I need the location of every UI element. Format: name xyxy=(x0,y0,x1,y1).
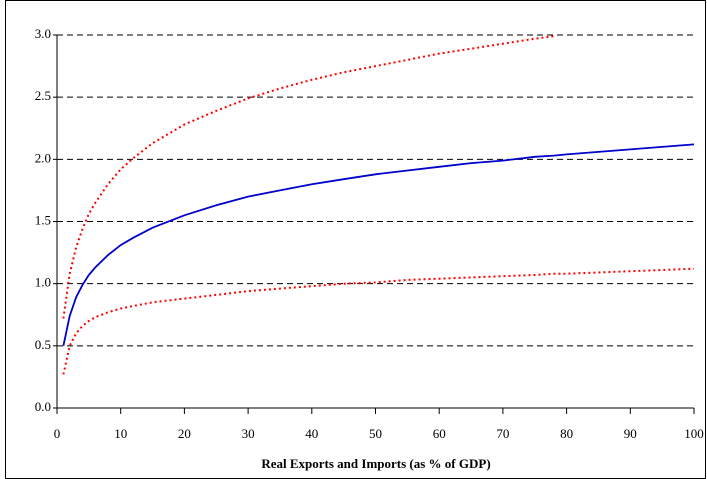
x-tick-label: 0 xyxy=(54,426,61,441)
x-tick-label: 90 xyxy=(624,426,637,441)
y-tick-label: 2.0 xyxy=(35,150,51,165)
x-tick-label: 30 xyxy=(242,426,255,441)
x-tick-label: 50 xyxy=(369,426,382,441)
x-tick-label: 100 xyxy=(684,426,704,441)
x-tick-label: 40 xyxy=(305,426,318,441)
y-tick-label: 0.0 xyxy=(35,399,51,414)
x-tick-label: 10 xyxy=(114,426,127,441)
x-tick-label: 60 xyxy=(433,426,446,441)
series-line xyxy=(62,35,555,319)
y-tick-label: 2.5 xyxy=(35,88,51,103)
x-axis-title: Real Exports and Imports (as % of GDP) xyxy=(261,456,490,471)
y-tick-label: 0.5 xyxy=(35,337,51,352)
x-tick-label: 80 xyxy=(560,426,573,441)
x-tick-label: 70 xyxy=(496,426,509,441)
series-line xyxy=(62,267,695,375)
chart-frame xyxy=(5,0,706,479)
y-tick-label: 1.5 xyxy=(35,212,51,227)
y-tick-label: 1.0 xyxy=(35,275,51,290)
series-line xyxy=(62,143,695,346)
x-tick-label: 20 xyxy=(178,426,191,441)
y-tick-label: 3.0 xyxy=(35,26,51,41)
